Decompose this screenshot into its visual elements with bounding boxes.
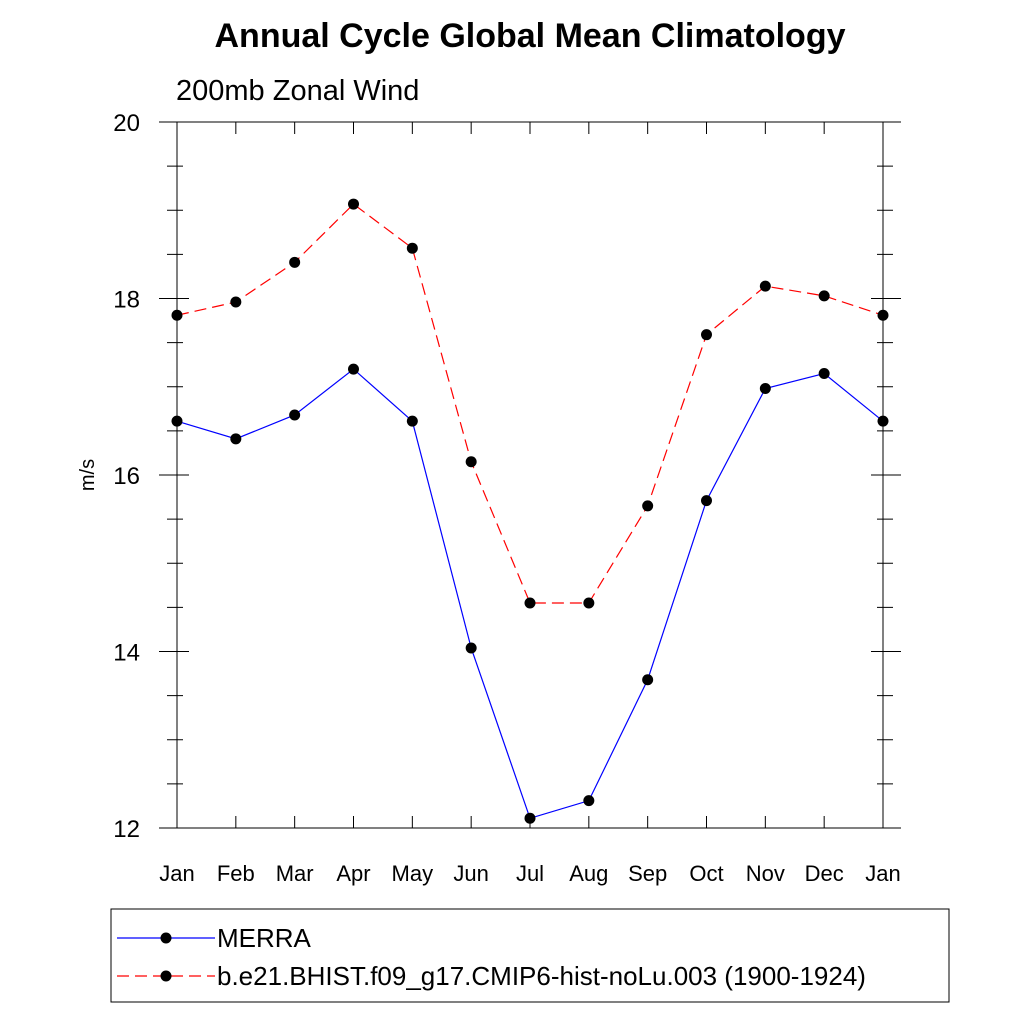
series-line-1 bbox=[176, 203, 884, 604]
data-point bbox=[171, 415, 183, 427]
data-point bbox=[759, 280, 771, 292]
chart-title: Annual Cycle Global Mean Climatology bbox=[215, 17, 846, 55]
data-point bbox=[230, 296, 242, 308]
y-axis-label: m/s bbox=[77, 459, 99, 491]
data-point bbox=[701, 329, 712, 341]
x-tick-label: May bbox=[392, 861, 434, 886]
legend: MERRA b.e21.BHIST.f09_g17.CMIP6-hist-noLu… bbox=[110, 908, 950, 1003]
legend-swatch-marker bbox=[160, 970, 172, 982]
x-tick-label: Apr bbox=[336, 861, 370, 886]
data-point bbox=[289, 409, 301, 421]
data-point bbox=[701, 495, 712, 507]
data-point bbox=[583, 597, 595, 609]
data-point bbox=[289, 256, 301, 268]
data-point bbox=[406, 415, 418, 427]
data-point bbox=[877, 415, 889, 427]
plot-axes: Jan Feb Mar Apr May Jun Jul Aug Sep Oct Nov Dec Jan 1… bbox=[113, 110, 901, 886]
data-point bbox=[818, 368, 830, 380]
data-point bbox=[406, 242, 418, 254]
data-point bbox=[348, 198, 359, 210]
plot-frame bbox=[176, 121, 884, 829]
x-tick-label: Jun bbox=[453, 861, 488, 886]
legend-box bbox=[110, 908, 950, 1003]
data-point bbox=[465, 456, 477, 468]
data-point bbox=[583, 795, 595, 807]
data-point bbox=[877, 309, 889, 321]
data-point bbox=[348, 363, 359, 375]
data-point bbox=[465, 642, 477, 654]
y-tick-label: 18 bbox=[113, 287, 140, 314]
chart-subtitle: 200mb Zonal Wind bbox=[176, 75, 419, 107]
data-point bbox=[759, 383, 771, 395]
legend-label: b.e21.BHIST.f09_g17.CMIP6-hist-noLu.003 … bbox=[217, 961, 866, 991]
data-point bbox=[642, 500, 654, 512]
data-point bbox=[818, 290, 830, 302]
legend-label: MERRA bbox=[217, 923, 312, 953]
x-tick-label: Jan bbox=[159, 861, 194, 886]
data-point bbox=[230, 433, 242, 445]
x-tick-label: Aug bbox=[569, 861, 608, 886]
data-point bbox=[171, 309, 183, 321]
x-tick-label: Jan bbox=[865, 861, 900, 886]
y-tick-label: 16 bbox=[113, 463, 140, 490]
x-tick-label: Oct bbox=[689, 861, 723, 886]
x-tick-label: Feb bbox=[217, 861, 255, 886]
x-tick-label: Sep bbox=[628, 861, 667, 886]
legend-swatch-marker bbox=[160, 932, 172, 944]
x-tick-label: Mar bbox=[276, 861, 314, 886]
y-tick-label: 20 bbox=[113, 110, 140, 137]
data-point bbox=[524, 597, 536, 609]
x-tick-label: Nov bbox=[746, 861, 785, 886]
y-tick-label: 12 bbox=[113, 816, 140, 843]
x-tick-label: Dec bbox=[805, 861, 844, 886]
data-point bbox=[642, 674, 654, 686]
y-tick-label: 14 bbox=[113, 640, 140, 667]
plot-series bbox=[171, 198, 889, 824]
x-tick-label: Jul bbox=[516, 861, 544, 886]
data-point bbox=[524, 812, 536, 824]
series-line-0 bbox=[176, 368, 884, 820]
